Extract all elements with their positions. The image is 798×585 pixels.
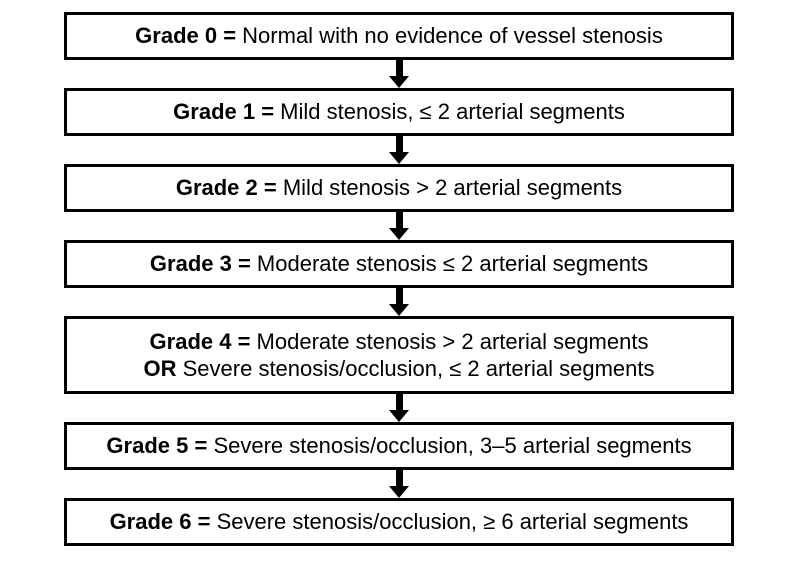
grade-label: Grade 0 = [135,23,242,48]
grade-description: Mild stenosis > 2 arterial segments [283,175,622,200]
grade-line: Grade 1 = Mild stenosis, ≤ 2 arterial se… [173,98,625,126]
grade-line: Grade 2 = Mild stenosis > 2 arterial seg… [176,174,622,202]
arrow-head-icon [389,152,409,164]
grade-line: Grade 0 = Normal with no evidence of ves… [135,22,663,50]
arrow-stem [396,288,403,304]
grade-box-1: Grade 1 = Mild stenosis, ≤ 2 arterial se… [64,88,734,136]
arrow-head-icon [389,410,409,422]
arrow-stem [396,60,403,76]
grade-box-4: Grade 4 = Moderate stenosis > 2 arterial… [64,316,734,394]
grade-label: Grade 3 = [150,251,257,276]
grade-line: Grade 6 = Severe stenosis/occlusion, ≥ 6… [110,508,689,536]
grade-description: Moderate stenosis ≤ 2 arterial segments [257,251,648,276]
grade-label: OR [144,356,183,381]
arrow-stem [396,212,403,228]
grade-box-6: Grade 6 = Severe stenosis/occlusion, ≥ 6… [64,498,734,546]
grade-description: Moderate stenosis > 2 arterial segments [257,329,649,354]
grade-box-5: Grade 5 = Severe stenosis/occlusion, 3–5… [64,422,734,470]
grade-description: Severe stenosis/occlusion, ≥ 6 arterial … [217,509,689,534]
grade-label: Grade 2 = [176,175,283,200]
arrow-stem [396,136,403,152]
arrow-head-icon [389,76,409,88]
grade-box-3: Grade 3 = Moderate stenosis ≤ 2 arterial… [64,240,734,288]
grade-label: Grade 4 = [150,329,257,354]
grade-label: Grade 6 = [110,509,217,534]
arrow-stem [396,394,403,410]
arrow-head-icon [389,304,409,316]
grade-line: Grade 5 = Severe stenosis/occlusion, 3–5… [106,432,691,460]
grade-description: Severe stenosis/occlusion, 3–5 arterial … [213,433,691,458]
grade-line: Grade 3 = Moderate stenosis ≤ 2 arterial… [150,250,648,278]
grade-description: Mild stenosis, ≤ 2 arterial segments [280,99,625,124]
grade-description: Normal with no evidence of vessel stenos… [242,23,663,48]
arrow-head-icon [389,486,409,498]
grade-line: OR Severe stenosis/occlusion, ≤ 2 arteri… [144,355,655,383]
grade-line: Grade 4 = Moderate stenosis > 2 arterial… [150,328,649,356]
grade-label: Grade 1 = [173,99,280,124]
arrow-head-icon [389,228,409,240]
flowchart-canvas: Grade 0 = Normal with no evidence of ves… [0,0,798,585]
grade-description: Severe stenosis/occlusion, ≤ 2 arterial … [183,356,655,381]
grade-box-2: Grade 2 = Mild stenosis > 2 arterial seg… [64,164,734,212]
grade-label: Grade 5 = [106,433,213,458]
arrow-stem [396,470,403,486]
grade-box-0: Grade 0 = Normal with no evidence of ves… [64,12,734,60]
